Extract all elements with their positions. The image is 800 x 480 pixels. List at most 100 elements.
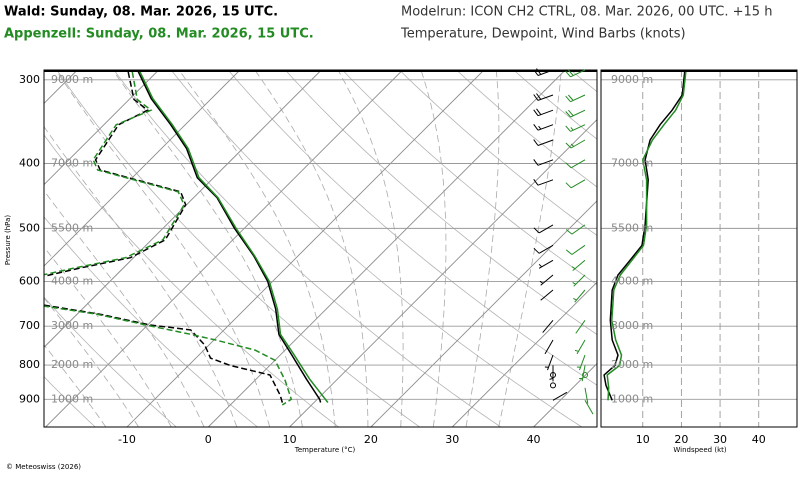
skewt-frame — [43, 69, 598, 428]
x-tick-label: 20 — [674, 433, 688, 446]
isotherm — [370, 200, 597, 427]
isotherm — [44, 70, 322, 348]
moist-adiabat — [44, 190, 205, 427]
wind-barb — [574, 339, 586, 355]
y-tick-label: 300 — [19, 73, 40, 86]
dry-adiabat — [44, 376, 96, 427]
height-label: 3000 m — [51, 319, 93, 332]
profile-line — [138, 70, 329, 403]
station-title: Appenzell: Sunday, 08. Mar. 2026, 15 UTC… — [4, 27, 314, 42]
dry-adiabat — [513, 70, 597, 140]
height-label: 4000 m — [51, 274, 93, 287]
wind-background — [601, 70, 797, 427]
wind-barb — [533, 68, 554, 76]
height-label: 9000 m — [51, 73, 93, 86]
wind-barb — [565, 159, 586, 169]
moist-adiabat — [44, 125, 238, 427]
profile-line — [44, 71, 293, 406]
x-tick-label: 40 — [752, 433, 766, 446]
wind-barb — [575, 320, 586, 334]
skewt-data — [44, 70, 329, 406]
wind-barb — [544, 354, 554, 371]
profile-line — [44, 71, 284, 406]
wind-data — [603, 70, 687, 401]
footer: © Meteoswiss (2026) — [6, 463, 81, 471]
x-tick-label: -10 — [118, 433, 136, 446]
wind-barb — [584, 387, 589, 404]
wind-barb — [539, 274, 554, 286]
x-tick-label: 10 — [636, 433, 650, 446]
isotherm — [289, 118, 597, 427]
dry-adiabat — [227, 70, 597, 386]
wind-barb — [533, 244, 554, 254]
height-label: 2000 m — [611, 358, 653, 371]
x-tick-label: 0 — [205, 433, 212, 446]
wind-barb — [565, 124, 586, 132]
wind-barb — [565, 179, 586, 189]
wind-barb — [565, 69, 586, 78]
height-label: 7000 m — [611, 157, 653, 170]
wind-barb — [538, 259, 554, 269]
moist-adiabat — [44, 297, 139, 427]
wind-barb — [579, 365, 586, 382]
wind-barb — [573, 289, 586, 303]
wind-barb — [533, 139, 554, 146]
dry-adiabat — [628, 70, 800, 427]
y-tick-label: 600 — [19, 274, 40, 287]
dry-adiabat — [44, 296, 177, 427]
moist-adiabat — [254, 70, 369, 427]
wind-barb — [576, 354, 586, 371]
moist-adiabat — [178, 70, 336, 427]
isotherm — [451, 281, 597, 427]
wind-barb — [565, 224, 586, 235]
height-label: 1000 m — [611, 392, 653, 405]
y-axis-label: Pressure (hPa) — [4, 215, 12, 265]
height-label: 4000 m — [611, 274, 653, 287]
dry-adiabat — [742, 70, 800, 427]
wind-barb — [542, 319, 554, 333]
wind-barb — [533, 108, 554, 117]
moist-adiabat — [112, 70, 303, 427]
windspeed-line — [606, 70, 687, 401]
moist-adiabat — [55, 70, 270, 427]
x-tick-label: 10 — [283, 433, 297, 446]
dry-adiabat — [170, 70, 583, 427]
isotherm — [533, 362, 597, 427]
x-axis-label: Windspeed (kt) — [673, 446, 726, 454]
dry-adiabat — [285, 70, 597, 336]
wind-barb — [533, 179, 554, 186]
y-tick-label: 700 — [19, 319, 40, 332]
windspeed-line — [603, 70, 686, 401]
height-label: 1000 m — [51, 392, 93, 405]
dry-adiabat — [685, 70, 800, 427]
wind-barb-calm — [582, 372, 588, 379]
wind-barb — [565, 244, 586, 255]
moist-adiabat — [498, 70, 562, 427]
height-label: 9000 m — [611, 73, 653, 86]
x-tick-label: 30 — [713, 433, 727, 446]
wind-barb — [572, 274, 586, 287]
y-tick-label: 800 — [19, 358, 40, 371]
skewt-background — [44, 70, 800, 427]
isotherm — [207, 70, 566, 427]
wind-barb — [584, 400, 594, 415]
station-title: Wald: Sunday, 08. Mar. 2026, 15 UTC. — [4, 5, 278, 20]
isotherm — [126, 70, 485, 427]
wind-barb — [533, 224, 554, 234]
wind-barb — [544, 339, 554, 355]
dry-adiabat — [44, 216, 258, 427]
dry-adiabat — [56, 70, 420, 427]
dry-adiabat — [456, 70, 597, 188]
x-tick-label: 40 — [527, 433, 541, 446]
moist-adiabat — [337, 70, 404, 427]
height-label: 2000 m — [51, 358, 93, 371]
wind-barb — [540, 289, 554, 301]
moist-adiabat — [44, 344, 107, 427]
wind-barb — [533, 159, 554, 166]
isotherm — [696, 70, 800, 427]
wind-barb — [549, 365, 554, 382]
height-label: 3000 m — [611, 319, 653, 332]
subtitle: Temperature, Dewpoint, Wind Barbs (knots… — [400, 27, 686, 42]
height-label: 7000 m — [51, 157, 93, 170]
